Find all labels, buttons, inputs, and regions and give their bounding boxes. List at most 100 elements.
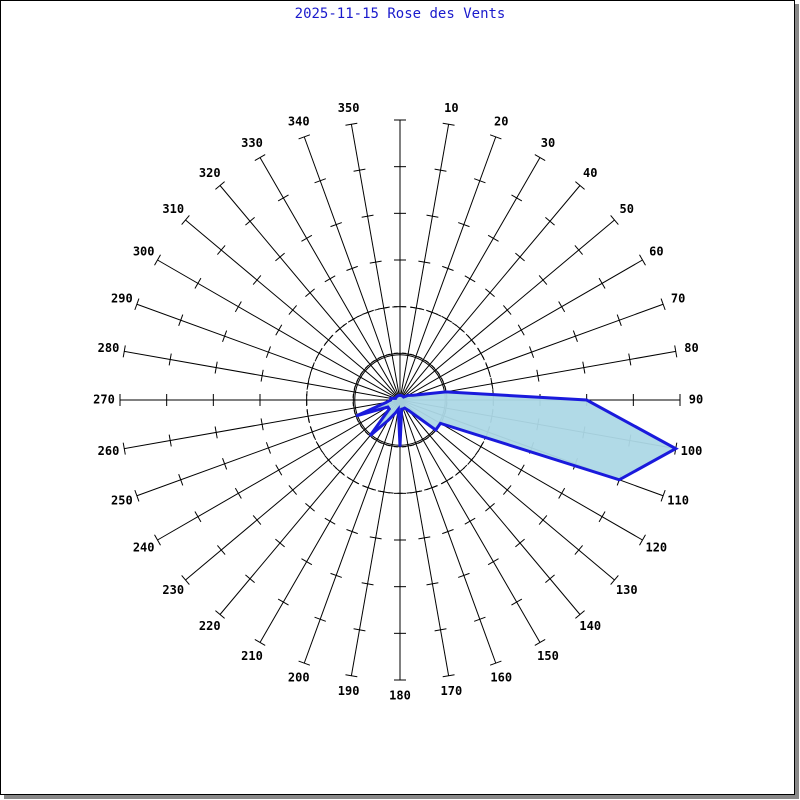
tick-mark [598, 277, 606, 289]
tick-mark [487, 234, 499, 242]
tick-mark [485, 288, 495, 297]
tick-mark [610, 215, 619, 225]
tick-mark [254, 639, 266, 646]
tick-mark [330, 572, 342, 578]
tick-mark [574, 245, 583, 255]
tick-mark [214, 426, 218, 439]
tick-mark [485, 503, 495, 512]
tick-mark [277, 598, 289, 606]
tick-mark [288, 485, 297, 495]
direction-label: 240 [133, 541, 155, 555]
tick-mark [534, 154, 546, 161]
tick-mark [234, 487, 242, 499]
tick-mark [214, 361, 218, 374]
tick-mark [458, 572, 470, 578]
tick-mark [309, 362, 315, 374]
tick-mark [234, 301, 242, 313]
tick-mark [298, 660, 311, 666]
tick-mark [369, 260, 382, 264]
tick-mark [305, 503, 315, 512]
tick-mark [467, 335, 476, 345]
tick-mark [362, 309, 374, 315]
tick-mark [377, 306, 390, 310]
tick-mark [168, 434, 172, 447]
direction-label: 230 [162, 583, 184, 597]
direction-label: 280 [98, 341, 120, 355]
tick-mark [473, 178, 486, 184]
tick-mark [305, 288, 315, 297]
tick-mark [301, 558, 313, 566]
tick-mark [434, 168, 447, 172]
direction-label: 250 [111, 494, 133, 508]
direction-label: 40 [583, 166, 597, 180]
direction-label: 50 [620, 202, 634, 216]
wind-area [355, 390, 679, 482]
direction-label: 80 [684, 341, 698, 355]
tick-mark [122, 442, 126, 455]
tick-mark [538, 275, 548, 285]
tick-mark [503, 485, 512, 495]
tick-mark [660, 489, 666, 502]
tick-mark [616, 314, 622, 327]
tick-mark [260, 418, 264, 431]
direction-label: 30 [541, 136, 555, 150]
direction-label: 60 [649, 245, 663, 259]
direction-label: 10 [444, 101, 458, 115]
tick-mark [538, 515, 548, 525]
tick-mark [347, 315, 359, 323]
tick-mark [511, 598, 523, 606]
tick-mark [515, 538, 525, 548]
tick-mark [410, 306, 423, 310]
tick-mark [315, 441, 323, 453]
tick-mark [442, 265, 454, 271]
tick-mark [217, 245, 226, 255]
tick-mark [477, 441, 485, 453]
tick-mark [277, 194, 289, 202]
tick-mark [181, 575, 190, 585]
tick-mark [610, 575, 619, 585]
tick-mark [353, 168, 366, 172]
tick-mark [490, 377, 494, 390]
tick-mark [467, 455, 476, 465]
tick-mark [575, 181, 585, 190]
direction-label: 190 [338, 684, 360, 698]
tick-mark [529, 346, 535, 358]
tick-mark [178, 473, 184, 486]
tick-mark [517, 324, 525, 336]
tick-mark [369, 536, 382, 540]
tick-mark [122, 345, 126, 358]
tick-mark [345, 122, 358, 126]
tick-mark [306, 410, 310, 423]
tick-mark [572, 330, 578, 342]
tick-mark [361, 582, 374, 586]
tick-mark [418, 260, 431, 264]
tick-mark [442, 674, 455, 678]
tick-mark [252, 275, 262, 285]
tick-mark [377, 490, 390, 494]
tick-mark [309, 426, 315, 438]
direction-label: 70 [671, 291, 685, 305]
tick-mark [582, 361, 586, 374]
tick-mark [154, 254, 161, 266]
tick-mark [345, 674, 358, 678]
tick-mark [314, 178, 327, 184]
tick-mark [181, 215, 190, 225]
tick-mark [346, 529, 358, 535]
tick-mark [598, 511, 606, 523]
direction-label: 160 [490, 671, 512, 685]
tick-mark [517, 464, 525, 476]
tick-mark [194, 277, 202, 289]
tick-mark [558, 301, 566, 313]
tick-mark [442, 529, 454, 535]
tick-mark [265, 346, 271, 358]
tick-mark [503, 305, 512, 315]
tick-mark [324, 275, 336, 283]
direction-label: 130 [616, 583, 638, 597]
tick-mark [534, 639, 546, 646]
tick-mark [575, 610, 585, 619]
direction-label: 140 [579, 619, 601, 633]
tick-mark [315, 347, 323, 359]
tick-mark [628, 353, 632, 366]
direction-label: 120 [645, 541, 667, 555]
